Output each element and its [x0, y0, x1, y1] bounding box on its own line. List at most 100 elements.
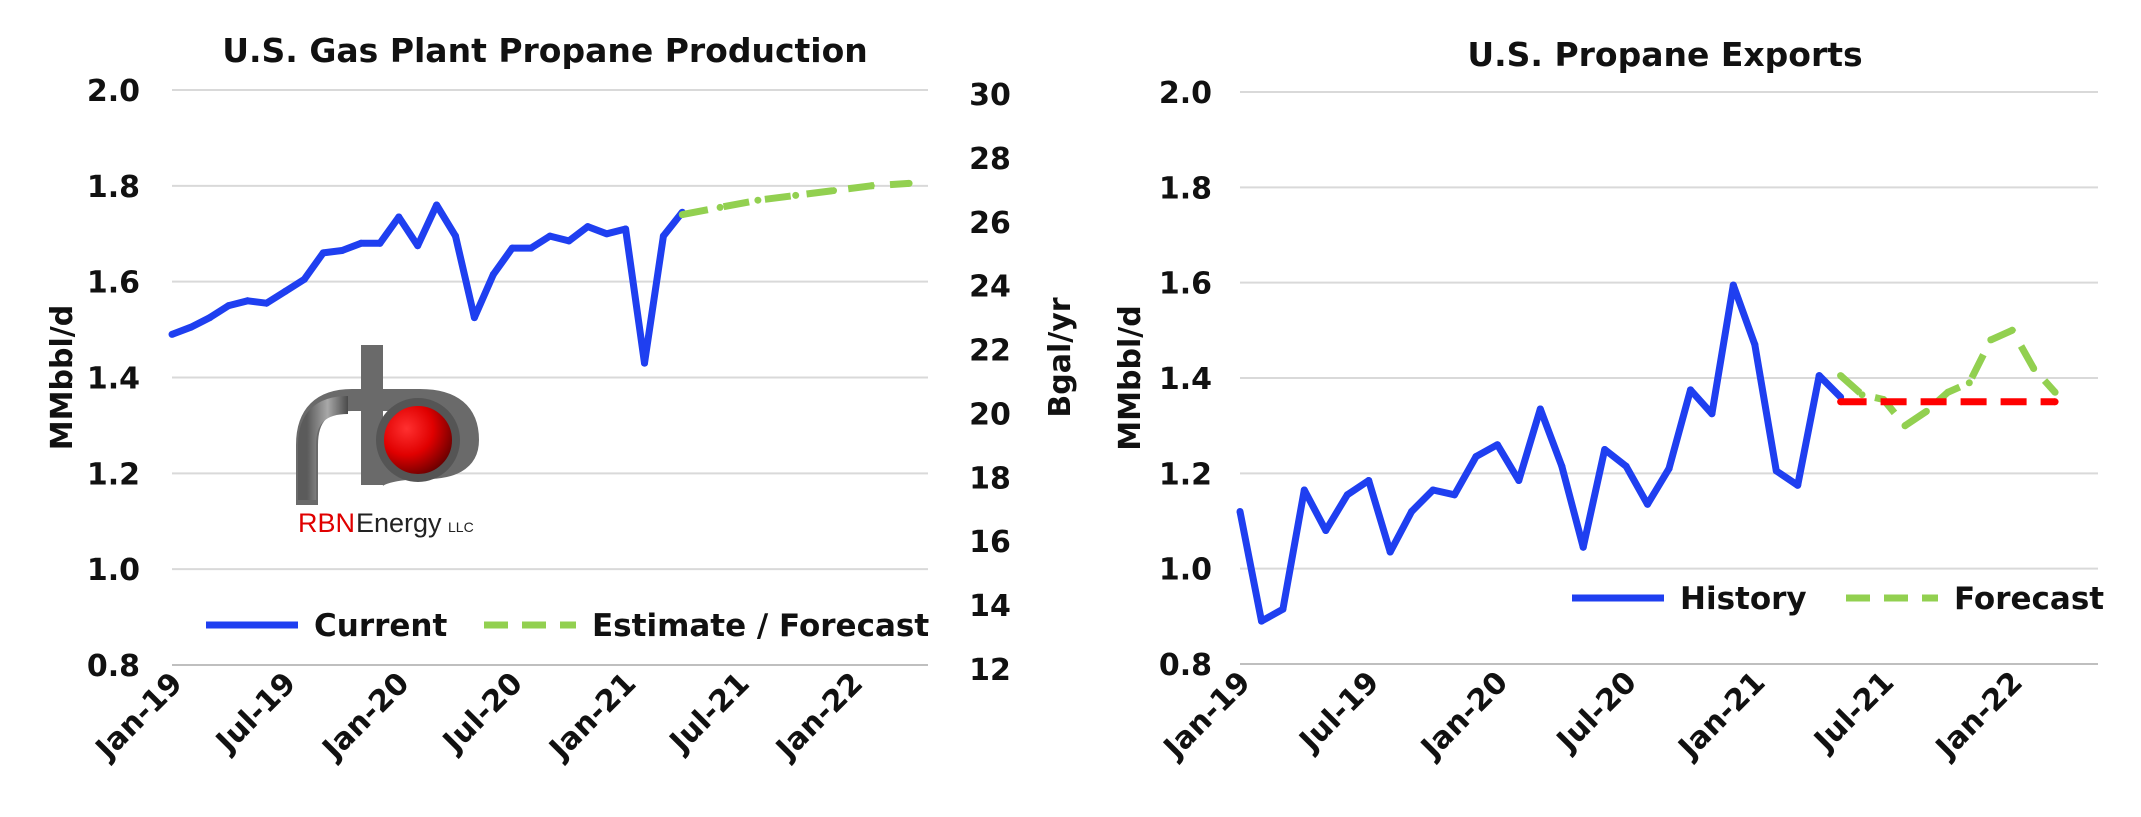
data-point [527, 244, 535, 252]
data-point [1365, 477, 1373, 484]
data-point [225, 302, 233, 310]
data-point [1687, 386, 1694, 394]
chart-panel-1: 0.8 1.0 1.2 1.4 1.6 1.8 2.0 12 14 16 18 20 22 24 26 28 3… [45, 31, 1078, 768]
legend-label: Forecast [1954, 581, 2104, 617]
y2-tick-label: 16 [969, 525, 1011, 560]
y-tick-label: 0.8 [87, 649, 140, 684]
data-point [489, 271, 497, 278]
data-point [792, 191, 800, 199]
series-line-1 [170, 201, 686, 367]
y2-tick-label: 22 [969, 334, 1011, 369]
y-axis-label: MMbbl/d [1113, 305, 1148, 450]
data-point [1794, 481, 1802, 489]
chart-title: U.S. Gas Plant Propane Production [222, 31, 868, 70]
y2-tick-label: 14 [969, 589, 1011, 624]
data-point [168, 330, 176, 338]
data-point [659, 232, 667, 240]
data-point [1837, 398, 1845, 406]
data-point [395, 213, 403, 221]
legend-label: Estimate / Forecast [592, 608, 929, 644]
y2-tick-label: 24 [969, 270, 1011, 305]
data-point [1644, 500, 1651, 508]
data-point [1665, 465, 1673, 473]
data-point [1386, 548, 1394, 556]
y2-tick-label: 12 [969, 653, 1011, 688]
data-point [1729, 281, 1737, 289]
x-tick-label: Jan-21 [541, 666, 643, 768]
y-tick-label: 1.4 [1159, 362, 1212, 397]
data-point [622, 225, 630, 233]
data-point [546, 232, 554, 240]
y2-tick-label: 28 [969, 142, 1011, 177]
data-point [565, 237, 573, 245]
logo-red-ball [380, 402, 456, 478]
data-point [338, 247, 346, 254]
data-point [2008, 326, 2016, 334]
data-point [754, 196, 762, 204]
data-point [319, 249, 327, 257]
y-axis-label: MMbbl/d [45, 305, 80, 450]
data-point [1515, 477, 1523, 484]
data-point [508, 244, 516, 252]
data-point [1472, 453, 1480, 461]
y-tick-label: 1.0 [87, 553, 140, 588]
data-point [1558, 462, 1566, 470]
data-point [905, 179, 913, 187]
y2-axis-label: Bgal/yr [1043, 297, 1078, 417]
data-point [603, 230, 611, 238]
x-tick-label: Jul-20 [1549, 665, 1644, 760]
legend-label: History [1680, 581, 1807, 617]
data-point [1708, 410, 1716, 418]
data-point [1601, 446, 1609, 453]
x-tick-label: Jan-22 [768, 666, 870, 768]
data-point [470, 314, 478, 322]
y-tick-label: 2.0 [1159, 76, 1212, 111]
data-point [1322, 527, 1330, 534]
y-tick-label: 1.6 [87, 266, 140, 301]
rbn-energy-logo: RBN Energy LLC [296, 345, 480, 538]
y-tick-label: 1.6 [1159, 267, 1212, 302]
data-point [1236, 508, 1244, 515]
data-point [1858, 391, 1866, 399]
x-tick-label: Jan-20 [315, 666, 417, 768]
data-point [1922, 407, 1930, 415]
x-tick-label: Jul-21 [662, 666, 757, 761]
data-point [1279, 605, 1287, 613]
data-point [830, 187, 837, 195]
data-point [1987, 336, 1995, 344]
y-tick-label: 1.2 [87, 457, 140, 492]
data-point [1258, 617, 1265, 625]
y-tick-label: 1.8 [87, 170, 140, 205]
y-tick-label: 1.2 [1159, 457, 1212, 492]
data-point [2051, 388, 2059, 396]
x-tick-label: Jul-20 [435, 666, 530, 761]
x-tick-label: Jul-21 [1806, 665, 1901, 760]
y2-tick-label: 30 [969, 78, 1011, 113]
data-point [263, 299, 270, 307]
data-point [716, 203, 724, 211]
data-point [433, 201, 441, 209]
data-point [1901, 422, 1909, 430]
data-point [1429, 486, 1437, 494]
logo-text-llc: LLC [448, 519, 474, 535]
y-tick-label: 2.0 [87, 74, 140, 109]
y-tick-label: 1.4 [87, 362, 140, 397]
x-tick-label: Jul-19 [1292, 665, 1387, 760]
y-tick-label: 1.8 [1159, 171, 1212, 206]
series-line-1 [1236, 281, 1844, 625]
data-point [376, 239, 384, 247]
data-point [1300, 486, 1308, 494]
data-point [1965, 379, 1973, 387]
y-tick-label: 1.0 [1159, 553, 1212, 588]
data-point [1837, 372, 1845, 380]
data-point [1751, 341, 1759, 349]
data-point [1536, 405, 1544, 413]
data-point [584, 223, 592, 231]
data-point [2030, 365, 2038, 372]
data-point [1451, 491, 1458, 499]
data-point [1772, 467, 1780, 475]
y-tick-label: 0.8 [1159, 648, 1212, 683]
